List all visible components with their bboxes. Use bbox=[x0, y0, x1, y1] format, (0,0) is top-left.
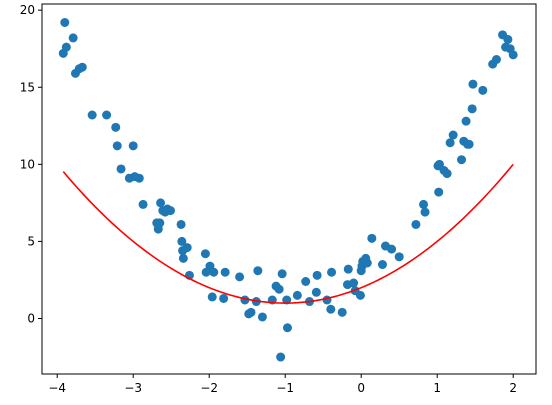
scatter-point bbox=[434, 187, 444, 197]
scatter-point bbox=[220, 267, 230, 277]
scatter-point bbox=[508, 50, 518, 60]
scatter-point bbox=[387, 244, 397, 254]
scatter-point bbox=[468, 79, 478, 89]
scatter-point bbox=[165, 206, 175, 216]
scatter-point bbox=[301, 277, 311, 286]
scatter-point bbox=[116, 164, 126, 174]
scatter-point bbox=[207, 292, 217, 302]
scatter-point bbox=[246, 307, 256, 317]
x-tick-label: 1 bbox=[433, 381, 441, 395]
scatter-point bbox=[87, 110, 97, 120]
scatter-point bbox=[276, 352, 286, 362]
scatter-point bbox=[60, 18, 70, 27]
axes-frame bbox=[41, 3, 537, 375]
scatter-point bbox=[503, 34, 513, 44]
scatter-point bbox=[434, 159, 444, 169]
scatter-point bbox=[312, 270, 322, 280]
scatter-point bbox=[464, 139, 474, 149]
scatter-point bbox=[257, 312, 267, 322]
scatter-point bbox=[419, 199, 429, 209]
scatter-point bbox=[177, 236, 187, 246]
scatter-point bbox=[349, 278, 359, 288]
scatter-point bbox=[461, 116, 471, 126]
chart-marks bbox=[58, 18, 518, 362]
scatter-point bbox=[327, 267, 337, 277]
scatter-point bbox=[134, 173, 144, 183]
scatter-point bbox=[420, 207, 430, 217]
y-tick-label: 15 bbox=[20, 80, 35, 94]
scatter-point bbox=[355, 290, 365, 300]
y-tick-label: 20 bbox=[20, 3, 35, 17]
scatter-point bbox=[311, 287, 321, 297]
scatter-point bbox=[235, 272, 245, 282]
fit-curve-line bbox=[62, 163, 514, 304]
scatter-point bbox=[277, 269, 287, 279]
scatter-point bbox=[467, 104, 477, 114]
y-tick-label: 5 bbox=[27, 234, 35, 248]
scatter-point bbox=[411, 219, 421, 229]
scatter-point bbox=[253, 266, 263, 276]
x-tick-label: −1 bbox=[276, 381, 294, 395]
scatter-point bbox=[326, 304, 336, 314]
scatter-point bbox=[457, 155, 467, 165]
scatter-point bbox=[112, 141, 122, 151]
scatter-point bbox=[102, 110, 112, 120]
scatter-point bbox=[367, 233, 377, 243]
scatter-point bbox=[182, 243, 192, 253]
scatter-point bbox=[362, 258, 372, 268]
scatter-point bbox=[219, 293, 229, 303]
scatter-point bbox=[322, 295, 332, 305]
x-tick-label: −3 bbox=[124, 381, 142, 395]
scatter-point bbox=[111, 122, 121, 132]
scatter-point bbox=[445, 138, 455, 148]
scatter-point bbox=[155, 218, 165, 228]
scatter-point bbox=[442, 169, 452, 179]
scatter-point bbox=[77, 62, 87, 72]
scatter-point bbox=[156, 198, 166, 208]
scatter-point bbox=[274, 284, 284, 294]
scatter-point bbox=[200, 249, 210, 259]
scatter-point bbox=[282, 323, 292, 333]
scatter-point bbox=[176, 219, 186, 229]
scatter-point bbox=[128, 141, 138, 151]
y-tick-label: 0 bbox=[27, 312, 35, 326]
scatter-point bbox=[394, 252, 404, 262]
scatter-point bbox=[377, 260, 387, 270]
x-tick-label: −4 bbox=[48, 381, 66, 395]
x-tick-label: 2 bbox=[509, 381, 517, 395]
scatter-point bbox=[178, 253, 188, 263]
scatter-point bbox=[138, 199, 148, 209]
scatter-point bbox=[343, 264, 353, 274]
scatter-point bbox=[448, 130, 458, 140]
scatter-point bbox=[61, 42, 71, 52]
x-tick-label: 0 bbox=[357, 381, 365, 395]
y-tick-label: 10 bbox=[20, 157, 35, 171]
scatter-point bbox=[292, 290, 302, 300]
scatter-point bbox=[209, 267, 219, 277]
scatter-point bbox=[337, 307, 347, 317]
scatter-point bbox=[478, 85, 488, 95]
scatter-point bbox=[68, 33, 78, 43]
scatter-point bbox=[491, 55, 501, 64]
x-tick-label: −2 bbox=[200, 381, 218, 395]
